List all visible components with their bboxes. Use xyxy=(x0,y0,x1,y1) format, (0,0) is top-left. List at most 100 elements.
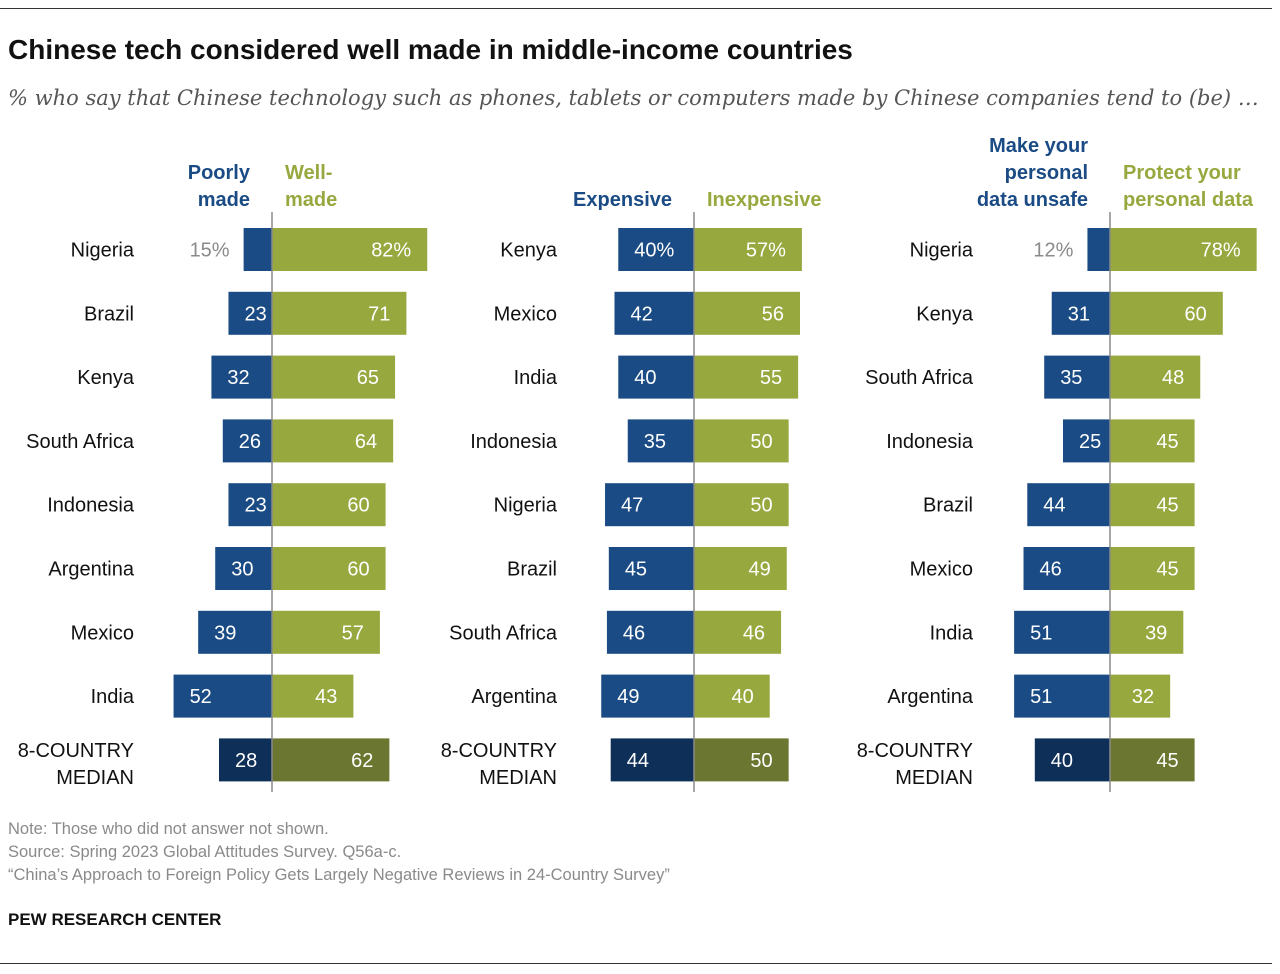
bar-negative xyxy=(1027,483,1110,527)
value-label-positive: 50 xyxy=(750,750,772,772)
value-label-positive: 49 xyxy=(749,559,771,581)
header-positive-label: personal data xyxy=(1123,189,1254,211)
bar-positive xyxy=(272,674,354,718)
category-label: South Africa xyxy=(449,622,558,644)
bar-positive xyxy=(1110,738,1195,782)
value-label-negative: 44 xyxy=(627,750,649,772)
top-rule xyxy=(0,8,1272,9)
value-label-positive: 71 xyxy=(368,303,390,325)
bar-negative xyxy=(198,610,272,654)
bar-negative xyxy=(608,547,694,590)
value-label-positive: 39 xyxy=(1145,622,1167,644)
bar-negative xyxy=(627,419,694,463)
value-label-positive: 60 xyxy=(1185,303,1207,325)
value-label-negative: 52 xyxy=(190,686,212,708)
category-label: South Africa xyxy=(865,367,974,389)
value-label-negative: 39 xyxy=(214,622,236,644)
bar-positive xyxy=(1110,674,1171,718)
bar-negative xyxy=(215,547,272,590)
category-label: Nigeria xyxy=(910,240,974,262)
value-label-negative: 49 xyxy=(617,686,639,708)
category-label: 8-COUNTRY xyxy=(857,740,973,762)
bar-positive xyxy=(272,738,390,782)
category-label: Kenya xyxy=(916,303,974,325)
bar-positive xyxy=(1110,419,1195,463)
category-label: Mexico xyxy=(910,559,973,581)
bar-positive xyxy=(694,610,782,654)
category-label: Brazil xyxy=(507,559,557,581)
value-label-negative: 40 xyxy=(634,367,656,389)
category-label: India xyxy=(514,367,558,389)
bar-negative xyxy=(1034,738,1110,782)
source-org: PEW RESEARCH CENTER xyxy=(8,910,222,929)
bar-negative xyxy=(618,355,694,399)
header-positive-label: Inexpensive xyxy=(707,189,822,211)
category-label: Indonesia xyxy=(47,495,135,517)
bar-negative xyxy=(610,738,694,782)
chart-title: Chinese tech considered well made in mid… xyxy=(8,34,853,65)
bar-positive xyxy=(1110,355,1201,399)
value-label-positive: 82% xyxy=(371,240,411,262)
value-label-negative: 30 xyxy=(231,559,253,581)
value-label-positive: 65 xyxy=(357,367,379,389)
category-label: South Africa xyxy=(26,431,135,453)
bar-negative xyxy=(228,483,272,527)
value-label-positive: 50 xyxy=(750,431,772,453)
bar-positive xyxy=(272,610,380,654)
category-label: Brazil xyxy=(923,495,973,517)
bar-negative xyxy=(606,610,694,654)
category-label: MEDIAN xyxy=(895,767,973,789)
category-label: Brazil xyxy=(84,303,134,325)
notes: Note: Those who did not answer not shown… xyxy=(8,818,670,887)
bar-positive xyxy=(694,674,770,718)
value-label-positive: 45 xyxy=(1156,750,1178,772)
value-label-positive: 62 xyxy=(351,750,373,772)
value-label-positive: 45 xyxy=(1156,495,1178,517)
value-label-negative: 47 xyxy=(621,495,643,517)
value-label-positive: 56 xyxy=(762,303,784,325)
header-positive-label: Protect your xyxy=(1123,162,1241,184)
bar-negative xyxy=(1023,547,1110,590)
value-label-negative: 40 xyxy=(1051,750,1073,772)
bar-positive xyxy=(1110,291,1223,335)
bar-positive xyxy=(272,419,394,463)
category-label: Indonesia xyxy=(470,431,558,453)
bar-negative xyxy=(173,674,272,718)
bar-positive xyxy=(1110,228,1257,271)
value-label-negative: 26 xyxy=(239,431,261,453)
value-label-positive: 60 xyxy=(347,559,369,581)
bar-positive xyxy=(272,228,428,271)
diverging-bar-charts: Poorly made Well-made Nigeria 15% 82% Brazil 23… xyxy=(18,135,1257,792)
value-label-positive: 78% xyxy=(1201,240,1241,262)
category-label: 8-COUNTRY xyxy=(18,740,134,762)
bar-positive xyxy=(694,419,789,463)
value-label-positive: 43 xyxy=(315,686,337,708)
bar-positive xyxy=(694,291,801,335)
category-label: Indonesia xyxy=(886,431,974,453)
value-label-positive: 45 xyxy=(1156,431,1178,453)
bar-positive xyxy=(694,355,799,399)
report-title-line: “China’s Approach to Foreign Policy Gets… xyxy=(8,866,670,884)
value-label-positive: 57 xyxy=(342,622,364,644)
header-positive-label: made xyxy=(285,189,337,211)
category-label: Mexico xyxy=(71,622,134,644)
bar-positive xyxy=(694,228,802,271)
value-label-negative: 25 xyxy=(1079,431,1101,453)
header-negative-label: Make your xyxy=(989,135,1088,157)
value-label-negative: 51 xyxy=(1030,686,1052,708)
bar-negative xyxy=(222,419,272,463)
bar-positive xyxy=(272,547,386,590)
value-label-negative: 31 xyxy=(1068,303,1090,325)
bottom-rule xyxy=(0,963,1272,964)
value-label-negative: 46 xyxy=(1040,559,1062,581)
value-label-negative: 12% xyxy=(1033,240,1073,262)
header-negative-label: personal xyxy=(1005,162,1088,184)
header-negative-label: Expensive xyxy=(573,189,672,211)
bar-negative xyxy=(1063,419,1110,463)
bar-negative xyxy=(211,355,272,399)
bar-negative xyxy=(614,291,694,335)
header-negative-label: Poorly xyxy=(188,162,251,184)
value-label-positive: 40 xyxy=(731,686,753,708)
category-label: India xyxy=(930,622,974,644)
value-label-positive: 48 xyxy=(1162,367,1184,389)
